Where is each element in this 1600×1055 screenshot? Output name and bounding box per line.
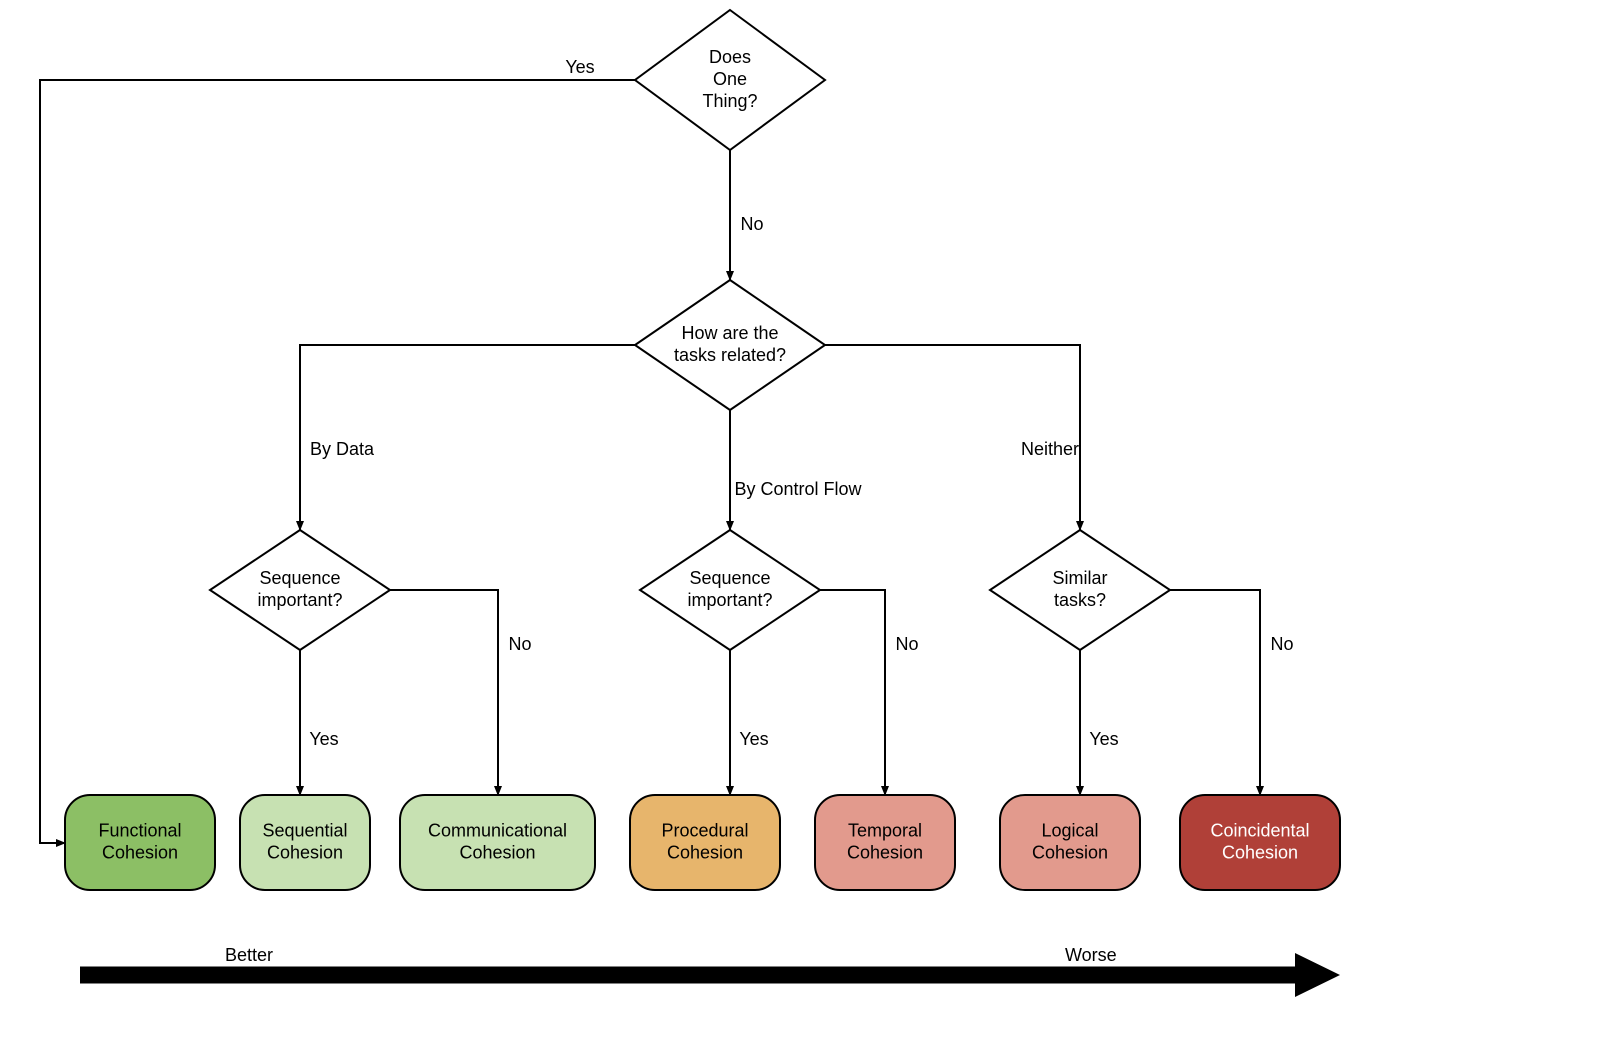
edge-label-d4-no-temporal: No: [895, 634, 918, 654]
svg-text:important?: important?: [257, 590, 342, 610]
decision-d1: DoesOneThing?: [635, 10, 825, 150]
svg-text:Logical: Logical: [1041, 820, 1098, 840]
edge-d4-no-temporal: [820, 590, 885, 795]
terminal-sequential: SequentialCohesion: [240, 795, 370, 890]
svg-text:important?: important?: [687, 590, 772, 610]
svg-text:Sequence: Sequence: [259, 568, 340, 588]
decision-d2: How are thetasks related?: [635, 280, 825, 410]
svg-text:Cohesion: Cohesion: [667, 842, 743, 862]
edge-label-d5-yes-logical: Yes: [1089, 729, 1118, 749]
edge-label-d5-no-coincidental: No: [1270, 634, 1293, 654]
svg-text:Cohesion: Cohesion: [459, 842, 535, 862]
edge-label-d3-yes-sequential: Yes: [309, 729, 338, 749]
cohesion-flowchart: Yes No By Data By Control Flow Neither Yes No Y…: [0, 0, 1600, 1055]
svg-text:Cohesion: Cohesion: [102, 842, 178, 862]
terminals-layer: FunctionalCohesionSequentialCohesionComm…: [65, 795, 1340, 890]
terminal-logical: LogicalCohesion: [1000, 795, 1140, 890]
quality-axis: Better Worse: [80, 945, 1340, 997]
edges-layer: Yes No By Data By Control Flow Neither Yes No Y…: [40, 57, 1294, 843]
terminal-communicational: CommunicationalCohesion: [400, 795, 595, 890]
edge-d5-no-coincidental: [1170, 590, 1260, 795]
svg-text:Procedural: Procedural: [661, 820, 748, 840]
decision-d4: Sequenceimportant?: [640, 530, 820, 650]
edge-label-d1-yes-functional: Yes: [565, 57, 594, 77]
edge-label-d2-bydata-d3: By Data: [310, 439, 375, 459]
svg-text:Cohesion: Cohesion: [847, 842, 923, 862]
svg-text:One: One: [713, 69, 747, 89]
edge-label-d2-neither-d5: Neither: [1021, 439, 1079, 459]
edge-label-d1-no-d2: No: [740, 214, 763, 234]
svg-text:Similar: Similar: [1052, 568, 1107, 588]
terminal-temporal: TemporalCohesion: [815, 795, 955, 890]
decision-d5: Similartasks?: [990, 530, 1170, 650]
svg-text:tasks related?: tasks related?: [674, 345, 786, 365]
edge-d2-neither-d5: [825, 345, 1080, 530]
svg-text:Temporal: Temporal: [848, 820, 922, 840]
axis-label-better: Better: [225, 945, 273, 965]
svg-text:Communicational: Communicational: [428, 820, 567, 840]
svg-text:Sequential: Sequential: [262, 820, 347, 840]
edge-d3-no-communicational: [390, 590, 498, 795]
edge-label-d3-no-communicational: No: [508, 634, 531, 654]
svg-text:Functional: Functional: [98, 820, 181, 840]
svg-text:Does: Does: [709, 47, 751, 67]
edge-d2-bydata-d3: [300, 345, 635, 530]
svg-text:Cohesion: Cohesion: [1222, 842, 1298, 862]
svg-text:tasks?: tasks?: [1054, 590, 1106, 610]
edge-label-d2-bycontrol-d4: By Control Flow: [734, 479, 862, 499]
svg-text:How are the: How are the: [681, 323, 778, 343]
terminal-functional: FunctionalCohesion: [65, 795, 215, 890]
svg-text:Cohesion: Cohesion: [1032, 842, 1108, 862]
svg-text:Cohesion: Cohesion: [267, 842, 343, 862]
decision-d3: Sequenceimportant?: [210, 530, 390, 650]
decisions-layer: DoesOneThing? How are thetasks related? Se…: [210, 10, 1170, 650]
terminal-coincidental: CoincidentalCohesion: [1180, 795, 1340, 890]
edge-label-d4-yes-procedural: Yes: [739, 729, 768, 749]
terminal-procedural: ProceduralCohesion: [630, 795, 780, 890]
svg-text:Thing?: Thing?: [702, 91, 757, 111]
svg-text:Coincidental: Coincidental: [1210, 820, 1309, 840]
svg-text:Sequence: Sequence: [689, 568, 770, 588]
axis-label-worse: Worse: [1065, 945, 1117, 965]
